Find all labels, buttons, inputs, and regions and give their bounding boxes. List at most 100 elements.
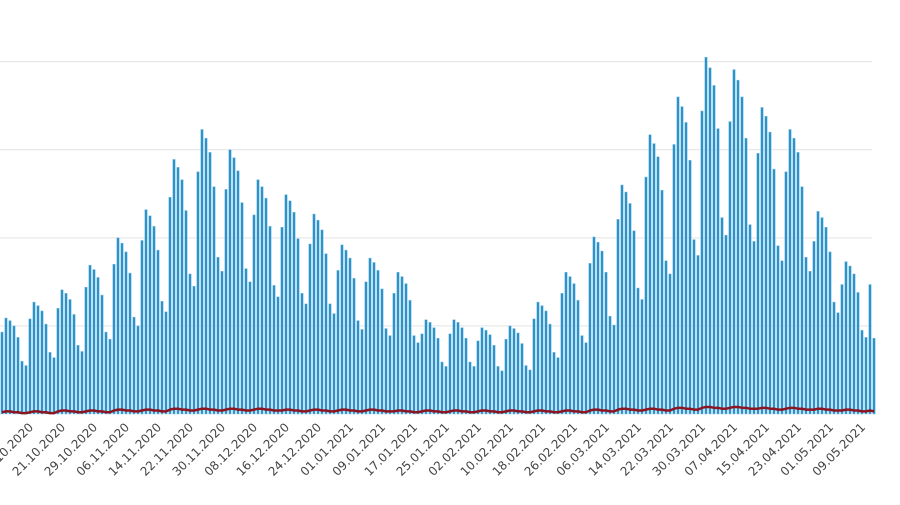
bar <box>816 211 820 415</box>
lines <box>1 405 875 415</box>
bar <box>228 149 232 415</box>
bar <box>700 110 704 415</box>
bar <box>784 171 788 415</box>
bar <box>96 277 100 415</box>
bar <box>40 310 44 415</box>
bar <box>564 271 568 415</box>
bar <box>20 360 24 415</box>
bar <box>588 263 592 415</box>
bar <box>416 342 420 415</box>
bar <box>744 138 748 415</box>
bar <box>688 160 692 415</box>
bar <box>384 328 388 415</box>
bar <box>520 343 524 415</box>
bar <box>516 332 520 415</box>
bar <box>400 276 404 415</box>
bar <box>132 316 136 415</box>
bar <box>616 219 620 415</box>
bar <box>820 217 824 415</box>
bar <box>340 244 344 415</box>
bar <box>64 293 68 415</box>
bar <box>336 270 340 415</box>
bar <box>492 345 496 415</box>
bar <box>656 156 660 415</box>
bar <box>536 301 540 415</box>
bar <box>484 330 488 415</box>
bar <box>320 229 324 415</box>
bar <box>300 293 304 415</box>
bar <box>424 319 428 415</box>
bar <box>592 236 596 415</box>
bar <box>108 338 112 415</box>
bar <box>800 186 804 415</box>
bar <box>196 171 200 415</box>
bar <box>812 241 816 415</box>
bar <box>708 67 712 415</box>
bar <box>88 264 92 415</box>
bar <box>4 317 8 415</box>
bar <box>168 197 172 415</box>
bar <box>560 293 564 415</box>
bar <box>148 215 152 415</box>
bar <box>772 168 776 415</box>
bar <box>832 301 836 415</box>
bar <box>796 152 800 415</box>
bar <box>156 249 160 415</box>
bar <box>180 179 184 415</box>
bar <box>432 327 436 415</box>
x-axis-labels: 13.10.202021.10.202029.10.202006.11.2020… <box>0 420 868 478</box>
bar <box>528 369 532 415</box>
bar <box>480 327 484 415</box>
bar <box>568 276 572 415</box>
bar <box>256 179 260 415</box>
bar <box>332 313 336 415</box>
bar <box>728 121 732 415</box>
bar <box>672 144 676 415</box>
bar <box>44 323 48 415</box>
bar <box>252 214 256 415</box>
bar <box>316 219 320 415</box>
bar <box>612 324 616 415</box>
bar <box>140 240 144 415</box>
bar <box>60 289 64 415</box>
bar <box>312 213 316 415</box>
bar <box>396 271 400 415</box>
bar <box>24 365 28 415</box>
bar <box>556 357 560 415</box>
bar <box>680 106 684 415</box>
bar <box>664 260 668 415</box>
bar <box>344 249 348 415</box>
bar <box>56 308 60 415</box>
bar <box>724 234 728 415</box>
bar <box>748 224 752 415</box>
bar <box>548 323 552 415</box>
bar <box>428 322 432 415</box>
bar <box>576 300 580 415</box>
bar <box>476 340 480 415</box>
bar <box>844 261 848 415</box>
bar <box>356 320 360 415</box>
bar <box>764 116 768 415</box>
bar <box>500 370 504 415</box>
bar <box>48 352 52 415</box>
bar <box>32 301 36 415</box>
bar <box>604 271 608 415</box>
bar <box>456 322 460 415</box>
bar <box>12 325 16 415</box>
bar <box>580 335 584 415</box>
bar <box>668 273 672 415</box>
bar <box>620 184 624 415</box>
bar <box>8 320 12 415</box>
bar <box>76 345 80 415</box>
bar <box>740 96 744 415</box>
bar <box>636 287 640 415</box>
bar <box>444 366 448 415</box>
bar <box>16 337 20 415</box>
bar <box>164 311 168 415</box>
bar <box>828 251 832 415</box>
bar <box>540 305 544 415</box>
bar <box>260 186 264 415</box>
bar <box>508 325 512 415</box>
bar <box>292 212 296 415</box>
